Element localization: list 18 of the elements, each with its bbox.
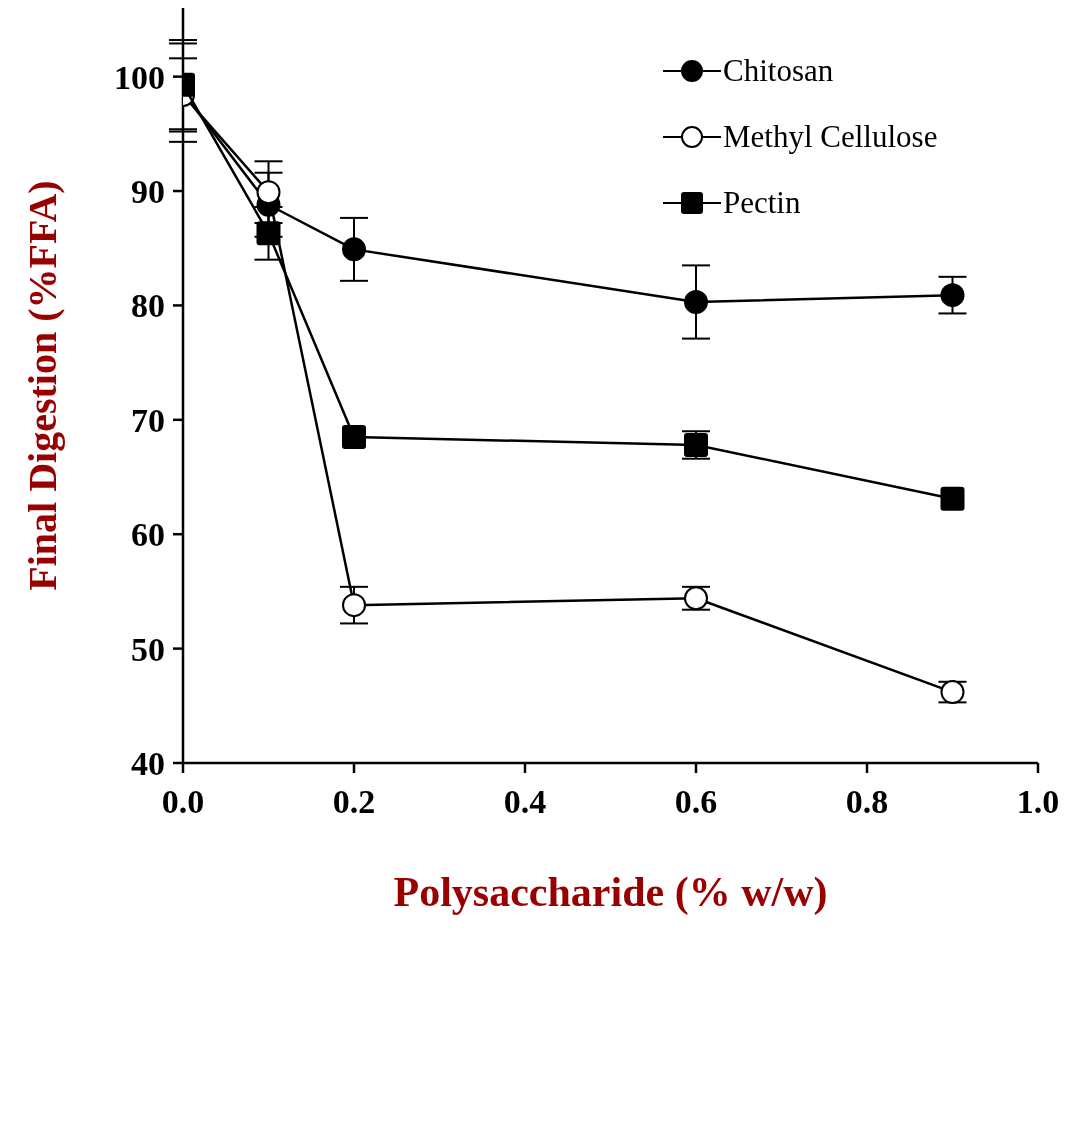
x-tick-label: 0.6 (674, 783, 718, 821)
x-tick-label: 0.4 (503, 783, 547, 821)
y-tick-label: 60 (131, 516, 165, 554)
x-tick-label: 0.8 (845, 783, 889, 821)
y-tick-label: 50 (131, 630, 165, 668)
y-tick-label: 100 (114, 58, 165, 96)
y-tick-label: 80 (131, 287, 165, 325)
y-tick-label: 70 (131, 401, 165, 439)
y-tick-label: 90 (131, 173, 165, 211)
y-tick-label: 40 (131, 745, 165, 783)
legend-label: Pectin (723, 185, 801, 221)
x-tick-label: 0.2 (332, 783, 376, 821)
legend-label: Methyl Cellulose (723, 119, 938, 155)
legend-label: Chitosan (723, 53, 834, 89)
x-axis-title: Polysaccharide (% w/w) (393, 869, 828, 916)
x-tick-label: 1.0 (1016, 783, 1060, 821)
y-axis-title: Final Digestion (%FFA) (20, 180, 66, 591)
x-tick-label: 0.0 (161, 783, 205, 821)
